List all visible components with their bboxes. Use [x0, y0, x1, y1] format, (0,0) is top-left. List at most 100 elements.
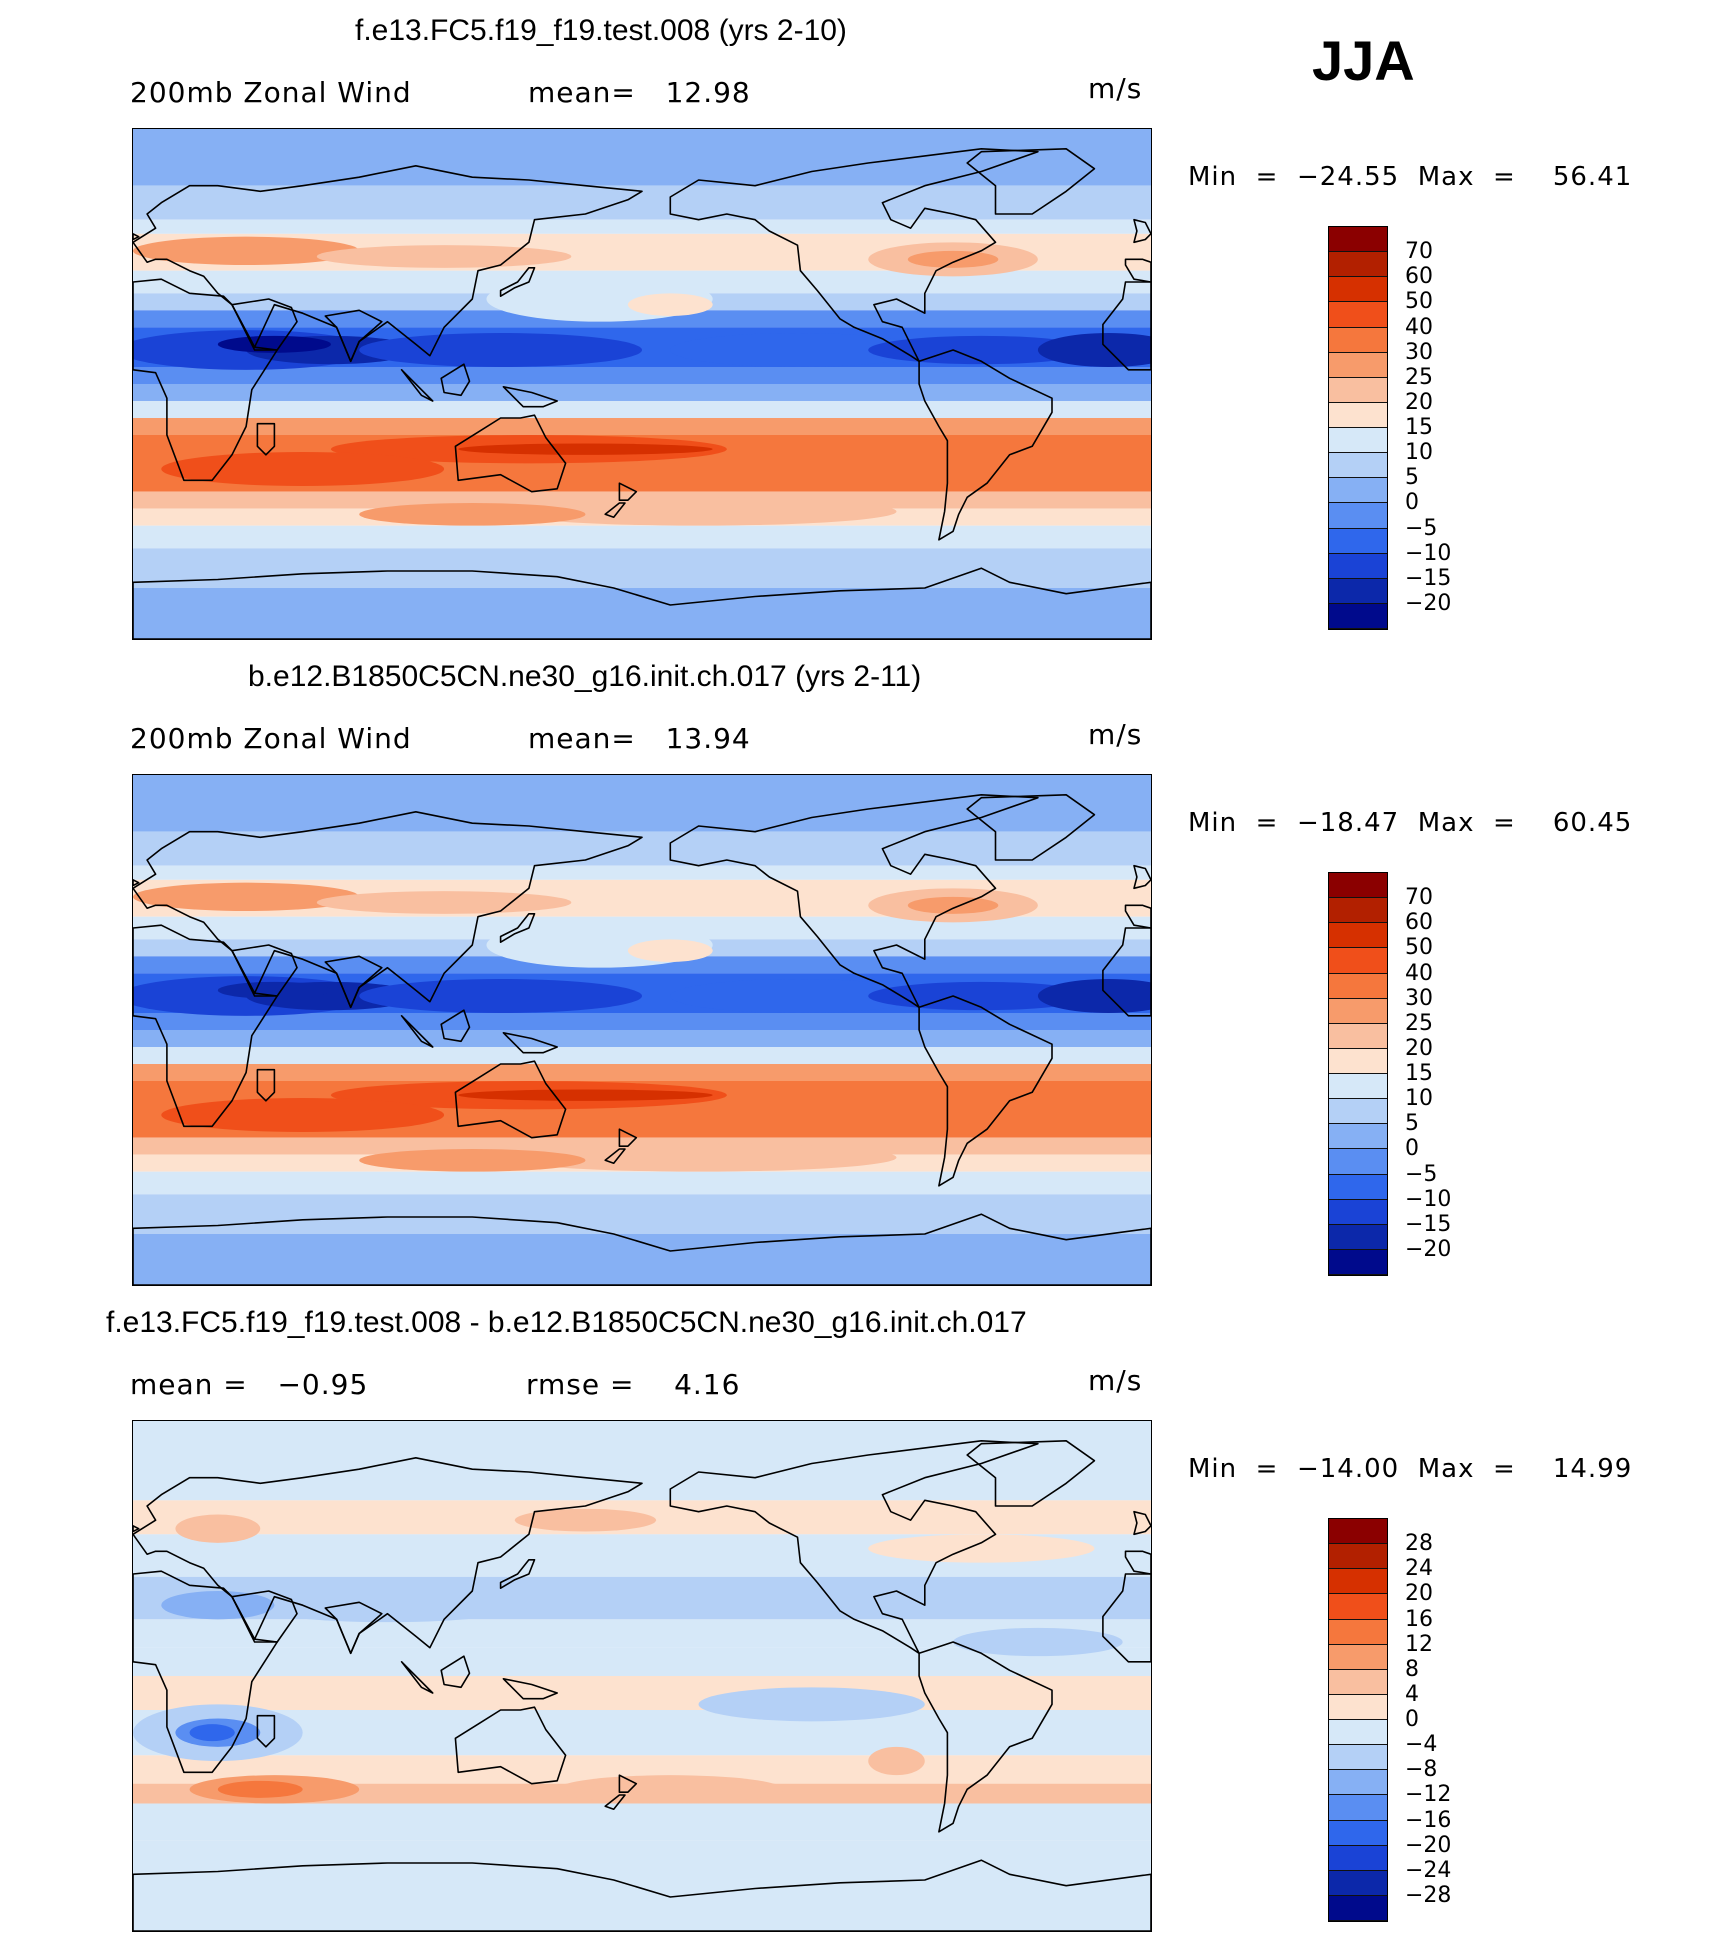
colorbar-tick-label: −20	[1405, 1832, 1452, 1858]
coastline	[231, 298, 298, 351]
coastline	[1133, 218, 1151, 244]
coastline	[133, 1570, 278, 1774]
contour-band	[133, 588, 1151, 639]
contour-blob	[316, 245, 572, 268]
coastline	[1102, 927, 1151, 1017]
colorbar-swatch	[1329, 1795, 1387, 1821]
colorbar: 70 60 50 40 30 25 20 15 10 5 0 −5 −10 −15 −20	[1328, 872, 1451, 1276]
coastline	[618, 1128, 638, 1148]
contour-blob	[698, 1687, 925, 1722]
contour-blob	[175, 1514, 261, 1543]
colorbar-swatch	[1329, 898, 1387, 924]
contour-blob	[868, 1746, 925, 1776]
colorbar-tick-label: 10	[1405, 440, 1433, 466]
colorbar-tick-label: 0	[1405, 490, 1419, 516]
contour-band	[133, 1171, 1151, 1195]
colorbar-tick-label: 25	[1405, 1010, 1433, 1036]
map-panel	[132, 128, 1152, 640]
colorbar-tick-label: 28	[1405, 1531, 1433, 1557]
colorbar-tick-label: −10	[1405, 1186, 1452, 1212]
coastline	[400, 1015, 434, 1048]
coastline	[133, 1456, 643, 1655]
colorbar-swatch	[1329, 1870, 1387, 1896]
coastline	[133, 810, 643, 1009]
coastline	[1124, 904, 1151, 929]
colorbar-swatch	[1329, 1594, 1387, 1620]
colorbar-swatch	[1329, 453, 1387, 479]
colorbar-tick-label: −5	[1405, 515, 1438, 541]
coastline	[133, 879, 140, 887]
contour-band	[133, 1421, 1151, 1501]
colorbar-swatch	[1329, 1519, 1387, 1545]
contour-blob	[161, 452, 445, 486]
coastline	[256, 422, 276, 456]
colorbar-swatch	[1329, 302, 1387, 328]
colorbar-tick-label: 30	[1405, 985, 1433, 1011]
coastline	[133, 924, 278, 1128]
coastline	[231, 1590, 298, 1643]
colorbar-tick-label: 0	[1405, 1136, 1419, 1162]
coastline	[454, 414, 567, 493]
colorbar-swatch	[1329, 227, 1387, 253]
contour-blob	[514, 1508, 657, 1532]
coastline	[133, 1213, 1151, 1285]
coastline	[133, 567, 1151, 639]
colorbar-tick-label: 50	[1405, 289, 1433, 315]
contour-band	[133, 775, 1151, 832]
coastline	[324, 955, 383, 1009]
contour-blob	[907, 896, 999, 914]
colorbar-swatch	[1329, 352, 1387, 378]
coastline	[966, 147, 1096, 215]
colorbar-swatch	[1329, 1099, 1387, 1125]
colorbar-swatch	[1329, 503, 1387, 529]
coastline	[604, 1794, 626, 1811]
contour-band	[133, 525, 1151, 549]
coastline	[400, 369, 434, 402]
colorbar-tick-label: −4	[1405, 1732, 1438, 1758]
colorbar-tick-label: 20	[1405, 389, 1433, 415]
colorbar-tick-label: 5	[1405, 1111, 1419, 1137]
coastline	[502, 1677, 559, 1700]
colorbar-swatch	[1329, 528, 1387, 554]
colorbar-tick-label: −24	[1405, 1857, 1452, 1883]
colorbar-swatch	[1329, 1619, 1387, 1645]
coastline	[618, 1774, 638, 1794]
contour-band	[133, 1013, 1151, 1030]
colorbar-swatch	[1329, 603, 1387, 629]
colorbar-swatch	[1329, 1745, 1387, 1771]
colorbar-swatch	[1329, 1124, 1387, 1150]
colorbar-tick-label: −8	[1405, 1757, 1438, 1783]
colorbar-swatch	[1329, 1644, 1387, 1670]
colorbar-swatch	[1329, 973, 1387, 999]
coastline	[502, 385, 559, 408]
coastline	[1102, 1573, 1151, 1663]
colorbar-swatch	[1329, 1569, 1387, 1595]
colorbar-swatch	[1329, 377, 1387, 403]
mean-label: mean = −0.95	[130, 1368, 369, 1401]
contour-band	[133, 367, 1151, 384]
contour-band	[133, 865, 1151, 880]
units-label: m/s	[1088, 72, 1143, 105]
colorbar-swatch	[1329, 428, 1387, 454]
colorbar-swatch	[1329, 1249, 1387, 1275]
contour-blob	[627, 293, 713, 316]
contour-blob	[458, 1089, 713, 1101]
colorbar-swatch	[1329, 1544, 1387, 1570]
contour-blob	[359, 979, 642, 1013]
colorbar-tick-label: −15	[1405, 565, 1452, 591]
colorbar-tick-label: 60	[1405, 910, 1433, 936]
contour-map	[133, 1421, 1151, 1931]
colorbar-tick-label: 0	[1405, 1707, 1419, 1732]
rmse-label: rmse = 4.16	[526, 1368, 741, 1401]
coastline	[454, 1706, 567, 1785]
contour-blob	[868, 981, 1095, 1011]
contour-band	[133, 548, 1151, 588]
contour-band	[133, 1234, 1151, 1285]
colorbar-swatch	[1329, 1720, 1387, 1746]
panel-title: b.e12.B1850C5CN.ne30_g16.init.ch.017 (yr…	[248, 660, 922, 693]
contour-blob	[907, 250, 999, 268]
colorbar-swatch	[1329, 1895, 1387, 1921]
contour-band	[133, 129, 1151, 186]
contour-blob	[161, 1098, 445, 1132]
